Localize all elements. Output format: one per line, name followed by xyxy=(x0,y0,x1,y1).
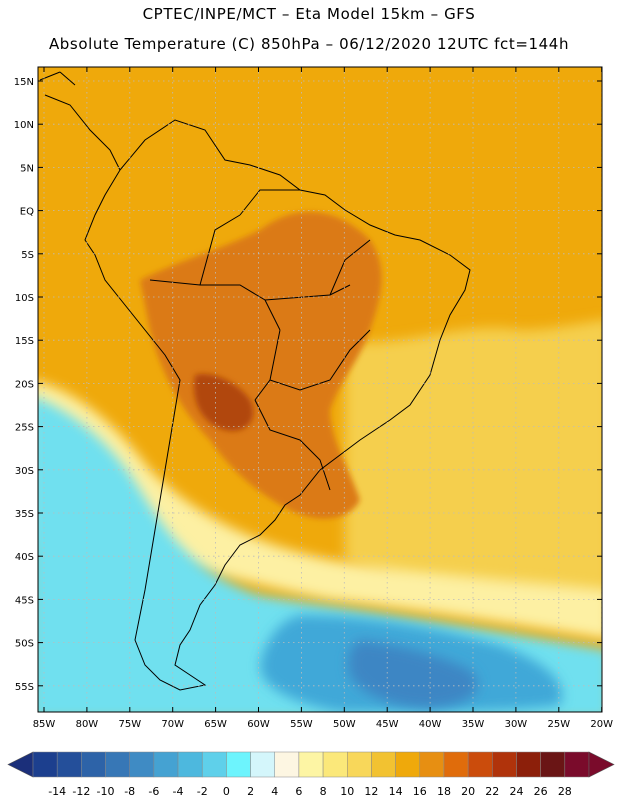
colorbar-swatch xyxy=(32,751,58,778)
colorbar-tick-label: 2 xyxy=(247,785,254,798)
colorbar-tick-label: -6 xyxy=(148,785,159,798)
lat-label: 25S xyxy=(15,423,34,434)
lon-label: 45W xyxy=(376,719,399,730)
country-borders xyxy=(149,189,371,491)
colorbar-swatch xyxy=(371,751,396,778)
hot-interior-field xyxy=(140,211,382,519)
colorbar-tick-label: 6 xyxy=(295,785,302,798)
lat-label: 55S xyxy=(15,682,34,693)
lon-label: 50W xyxy=(333,719,356,730)
lon-label: 75W xyxy=(118,719,141,730)
colorbar-swatch xyxy=(274,751,300,778)
colorbar-swatch xyxy=(467,751,493,778)
colorbar-tick-label: -4 xyxy=(173,785,184,798)
graticule xyxy=(38,67,603,712)
temperature-field xyxy=(38,67,602,712)
lon-label: 20W xyxy=(590,719,613,730)
colorbar-swatch xyxy=(56,751,82,778)
lat-label: EQ xyxy=(20,207,34,218)
lon-label: 70W xyxy=(161,719,184,730)
colorbar-min-arrow xyxy=(7,751,34,778)
lon-label: 60W xyxy=(247,719,270,730)
colorbar-tick-label: 22 xyxy=(485,785,499,798)
lat-label: 5S xyxy=(21,250,34,261)
lon-label: 25W xyxy=(547,719,570,730)
lat-label: 10S xyxy=(15,293,34,304)
colorbar-tick-label: -14 xyxy=(48,785,66,798)
lon-label: 55W xyxy=(290,719,313,730)
colorbar-max-arrow xyxy=(588,751,615,778)
lat-label: 5N xyxy=(20,163,34,174)
lat-label: 45S xyxy=(15,595,34,606)
colorbar-tick-label: 4 xyxy=(271,785,278,798)
map-frame xyxy=(37,66,603,713)
colorbar-swatch xyxy=(419,751,445,778)
colorbar-swatch xyxy=(443,751,469,778)
colorbar-tick-label: 18 xyxy=(437,785,451,798)
land-outlines xyxy=(39,71,471,691)
lat-label: 15S xyxy=(15,336,34,347)
colorbar-swatch xyxy=(81,751,106,778)
colorbar-swatch xyxy=(250,751,275,778)
lon-label: 30W xyxy=(505,719,528,730)
lat-label: 15N xyxy=(14,77,34,88)
colorbar-tick-label: 16 xyxy=(413,785,427,798)
lat-label: 35S xyxy=(15,509,34,520)
colorbar-swatch xyxy=(153,751,179,778)
lat-label: 30S xyxy=(15,466,34,477)
cold-band-field xyxy=(38,398,602,712)
colorbar: -14 -12 -10 -8 -6 -4 -2 0 2 4 6 8 10 12 14 16 18 20 22 24 26… xyxy=(7,751,615,798)
colorbar-tick-label: -2 xyxy=(197,785,208,798)
colorbar-swatch xyxy=(177,751,203,778)
colorbar-swatch xyxy=(298,751,324,778)
colorbar-tick-label: 12 xyxy=(364,785,378,798)
colorbar-swatch xyxy=(129,751,155,778)
latitude-labels: 15N 10N 5N EQ 5S 10S 15S 20S 25S 30S 35S 40S 45S 50S 5… xyxy=(14,77,602,693)
hottest-core-field xyxy=(194,374,254,431)
colorbar-swatch xyxy=(105,751,130,778)
colorbar-swatch xyxy=(226,751,251,778)
lat-label: 20S xyxy=(15,379,34,390)
colorbar-tick-label: 28 xyxy=(558,785,572,798)
south-america-coastline xyxy=(84,119,471,691)
map-title-line1: CPTEC/INPE/MCT – Eta Model 15km – GFS xyxy=(142,5,476,23)
colorbar-tick-label: -10 xyxy=(97,785,115,798)
colorbar-swatch xyxy=(347,751,372,778)
lat-label: 10N xyxy=(14,120,34,131)
colorbar-swatch xyxy=(492,751,517,778)
colorbar-tick-label: -12 xyxy=(72,785,90,798)
subtropical-ocean-field xyxy=(345,320,602,599)
longitude-labels: 85W 80W 75W 70W 65W 60W 55W 50W 45W 40W 35W 30W 25W 2… xyxy=(33,67,613,730)
map-title-line2: Absolute Temperature (C) 850hPa – 06/12/… xyxy=(48,35,570,53)
lat-label: 50S xyxy=(15,639,34,650)
colorbar-tick-label: 20 xyxy=(461,785,475,798)
colorbar-tick-label: 0 xyxy=(223,785,230,798)
colorbar-tick-label: 14 xyxy=(389,785,403,798)
lat-label: 40S xyxy=(15,552,34,563)
colorbar-swatch xyxy=(540,751,566,778)
colorbar-tick-label: 8 xyxy=(320,785,327,798)
colorbar-tick-label: 24 xyxy=(509,785,523,798)
lon-label: 35W xyxy=(462,719,485,730)
colorbar-swatch xyxy=(564,751,590,778)
central-america-coastline xyxy=(39,71,121,171)
colorbar-swatch xyxy=(201,751,227,778)
colorbar-swatch xyxy=(322,751,348,778)
colorbar-tick-label: 26 xyxy=(534,785,548,798)
colorbar-tick-label: -8 xyxy=(124,785,135,798)
lon-label: 65W xyxy=(204,719,227,730)
colorbar-swatch xyxy=(395,751,421,778)
colorbar-tick-label: 10 xyxy=(340,785,354,798)
colorbar-swatch xyxy=(516,751,541,778)
coldest-core-field xyxy=(348,640,478,708)
lon-label: 80W xyxy=(76,719,99,730)
lon-label: 40W xyxy=(419,719,442,730)
lon-label: 85W xyxy=(33,719,56,730)
